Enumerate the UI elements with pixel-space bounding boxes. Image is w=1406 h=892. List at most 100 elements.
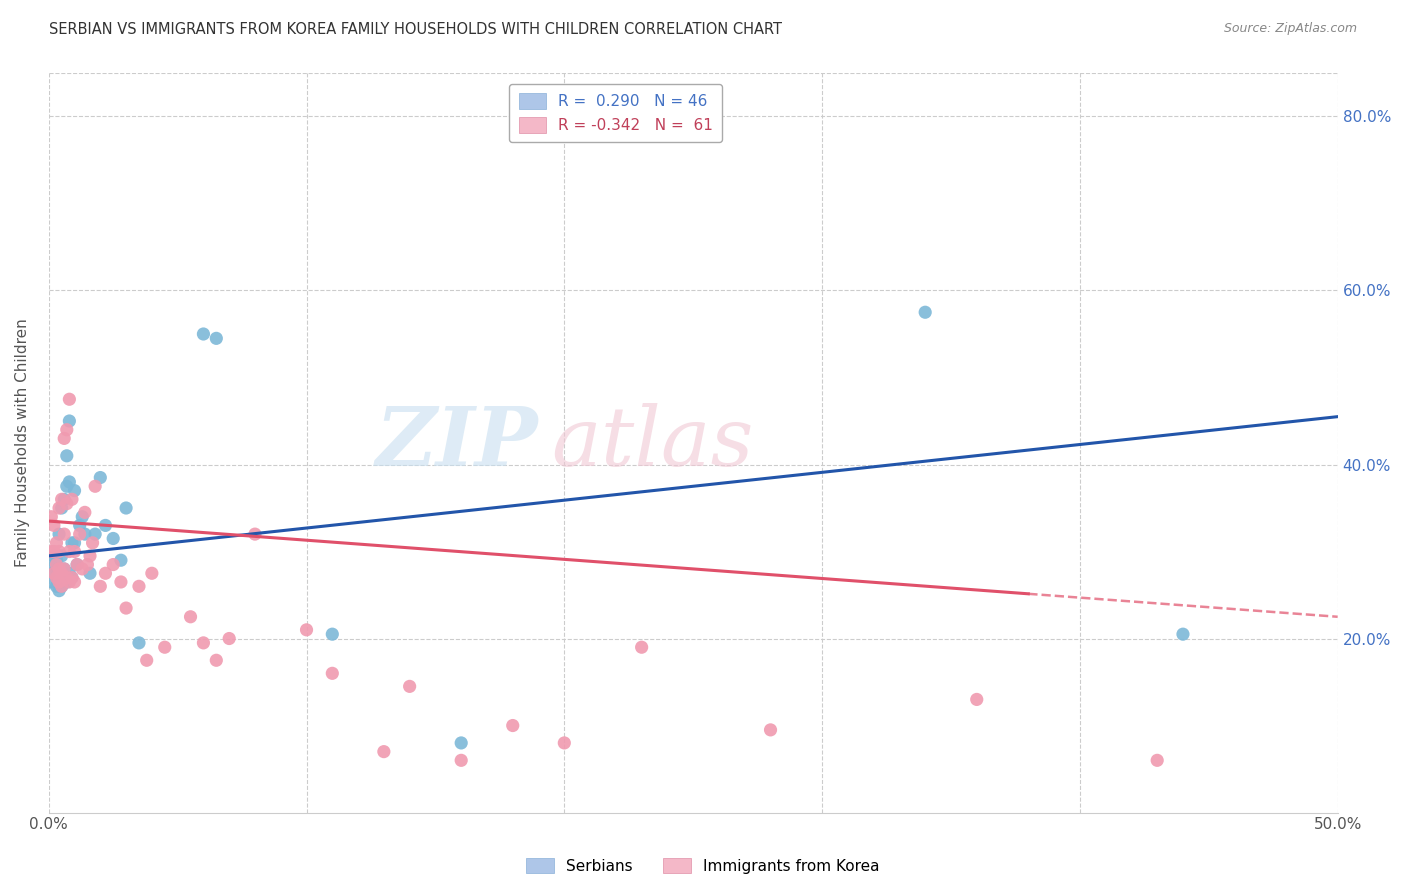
Point <box>63 536 86 550</box>
Point <box>56 571 79 585</box>
Point <box>79 549 101 563</box>
Point <box>243 527 266 541</box>
Point <box>966 692 988 706</box>
Point <box>205 331 228 345</box>
Point <box>205 653 228 667</box>
Point <box>48 544 70 558</box>
Point <box>180 609 202 624</box>
Point <box>45 571 67 585</box>
Point <box>51 501 73 516</box>
Point <box>45 558 67 572</box>
Point <box>398 679 420 693</box>
Point <box>41 509 63 524</box>
Point <box>60 571 83 585</box>
Point <box>60 571 83 585</box>
Point <box>79 566 101 581</box>
Point <box>51 566 73 581</box>
Point <box>56 423 79 437</box>
Point <box>45 536 67 550</box>
Point <box>63 544 86 558</box>
Point <box>48 574 70 589</box>
Point <box>58 475 80 489</box>
Point <box>115 501 138 516</box>
Point <box>321 627 343 641</box>
Point <box>48 527 70 541</box>
Point <box>82 536 104 550</box>
Point <box>51 579 73 593</box>
Point <box>914 305 936 319</box>
Point <box>76 558 98 572</box>
Point <box>103 532 125 546</box>
Point <box>218 632 240 646</box>
Point <box>153 640 176 655</box>
Point <box>51 549 73 563</box>
Point <box>53 562 76 576</box>
Legend: R =  0.290   N = 46, R = -0.342   N =  61: R = 0.290 N = 46, R = -0.342 N = 61 <box>509 85 723 142</box>
Point <box>66 558 89 572</box>
Point <box>58 392 80 407</box>
Point <box>45 553 67 567</box>
Point <box>94 566 117 581</box>
Point <box>89 470 111 484</box>
Point <box>141 566 163 581</box>
Point <box>42 566 65 581</box>
Point <box>450 736 472 750</box>
Text: atlas: atlas <box>551 403 754 483</box>
Point <box>48 501 70 516</box>
Point <box>553 736 575 750</box>
Point <box>73 505 96 519</box>
Point <box>42 558 65 572</box>
Point <box>51 492 73 507</box>
Y-axis label: Family Households with Children: Family Households with Children <box>15 318 30 567</box>
Point <box>56 574 79 589</box>
Point <box>53 431 76 445</box>
Point <box>42 549 65 563</box>
Point <box>110 574 132 589</box>
Point <box>53 492 76 507</box>
Point <box>56 479 79 493</box>
Point <box>41 574 63 589</box>
Point <box>1171 627 1194 641</box>
Point <box>759 723 782 737</box>
Point <box>89 579 111 593</box>
Point <box>48 583 70 598</box>
Point <box>53 562 76 576</box>
Point <box>84 527 107 541</box>
Point <box>72 509 94 524</box>
Point <box>56 449 79 463</box>
Point <box>135 653 157 667</box>
Point <box>58 544 80 558</box>
Point <box>193 636 215 650</box>
Point <box>69 518 91 533</box>
Point <box>58 574 80 589</box>
Point <box>502 718 524 732</box>
Point <box>53 571 76 585</box>
Point <box>42 566 65 581</box>
Text: ZIP: ZIP <box>375 403 538 483</box>
Point <box>1146 753 1168 767</box>
Point <box>45 571 67 585</box>
Text: Source: ZipAtlas.com: Source: ZipAtlas.com <box>1223 22 1357 36</box>
Point <box>58 414 80 428</box>
Point <box>51 579 73 593</box>
Point <box>321 666 343 681</box>
Legend: Serbians, Immigrants from Korea: Serbians, Immigrants from Korea <box>520 852 886 880</box>
Point <box>45 562 67 576</box>
Point <box>193 326 215 341</box>
Point <box>60 536 83 550</box>
Point <box>51 566 73 581</box>
Point <box>73 527 96 541</box>
Point <box>630 640 652 655</box>
Point <box>58 566 80 581</box>
Point <box>69 527 91 541</box>
Point <box>84 479 107 493</box>
Point <box>72 562 94 576</box>
Point <box>48 574 70 589</box>
Point <box>42 544 65 558</box>
Point <box>48 562 70 576</box>
Point <box>63 574 86 589</box>
Point <box>295 623 318 637</box>
Point <box>60 492 83 507</box>
Point <box>103 558 125 572</box>
Point <box>66 558 89 572</box>
